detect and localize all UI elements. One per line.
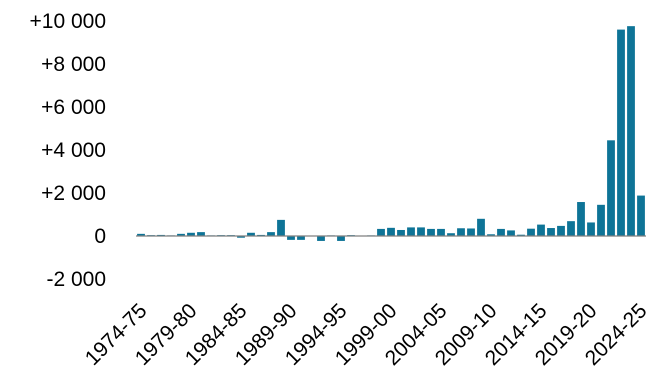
bar-2009-10 — [487, 234, 495, 236]
bar-1999-00 — [387, 227, 395, 236]
y-tick-label: +10 000 — [30, 10, 107, 33]
bar-2021-22 — [607, 140, 615, 236]
bar-1989-90 — [287, 236, 295, 240]
bar-2000-01 — [397, 229, 405, 236]
bar-2013-14 — [527, 228, 535, 236]
bar-2014-15 — [537, 224, 545, 236]
bar-2020-21 — [597, 204, 605, 236]
bar-1990-91 — [297, 236, 305, 240]
y-tick-label: 0 — [94, 225, 106, 248]
bar-1987-88 — [267, 232, 275, 236]
bar-1984-85 — [237, 236, 245, 238]
y-tick-label: +8 000 — [41, 53, 106, 76]
bar-2017-18 — [567, 221, 575, 236]
y-axis-tick-labels: +10 000 +8 000 +6 000 +4 000 +2 000 0 -2 000 — [30, 10, 107, 291]
bar-2008-09 — [477, 218, 485, 236]
bar-series — [137, 26, 645, 241]
bar-2018-19 — [577, 202, 585, 236]
y-tick-label: +4 000 — [41, 139, 106, 162]
bar-2001-02 — [407, 227, 415, 236]
bar-2024-25 — [637, 195, 645, 236]
bar-2023-24 — [627, 26, 635, 236]
bar-1978-79 — [177, 233, 185, 236]
bar-2004-05 — [437, 228, 445, 236]
bar-2006-07 — [457, 228, 465, 236]
bar-2005-06 — [447, 233, 455, 236]
y-tick-label: +2 000 — [41, 182, 106, 205]
y-tick-label: +6 000 — [41, 96, 106, 119]
bar-1985-86 — [247, 232, 255, 236]
bar-1974-75 — [137, 233, 145, 236]
bar-2012-13 — [517, 234, 525, 236]
bar-1992-93 — [317, 236, 325, 241]
bar-2003-04 — [427, 228, 435, 236]
bar-1998-99 — [377, 228, 385, 236]
x-axis-tick-labels: 1974-751979-801984-851989-901994-951999-… — [81, 299, 652, 370]
y-tick-label: -2 000 — [46, 268, 106, 291]
bar-1988-89 — [277, 219, 285, 237]
bar-2011-12 — [507, 230, 515, 236]
bar-2010-11 — [497, 228, 505, 236]
bar-2022-23 — [617, 29, 625, 236]
bar-1994-95 — [337, 236, 345, 241]
bar-2002-03 — [417, 227, 425, 236]
bar-1979-80 — [187, 232, 195, 236]
bar-2019-20 — [587, 222, 595, 236]
bar-2007-08 — [467, 228, 475, 236]
bar-1980-81 — [197, 232, 205, 236]
bar-2015-16 — [547, 228, 555, 236]
bar-2016-17 — [557, 225, 565, 236]
